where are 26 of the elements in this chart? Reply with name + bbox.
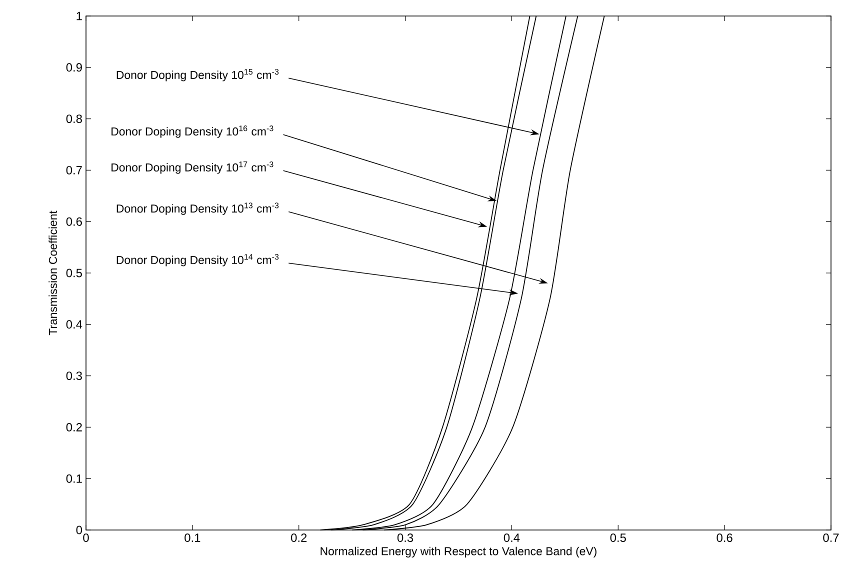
- x-tick-label: 0.5: [610, 534, 626, 542]
- y-axis-title: Transmission Coefficient: [48, 210, 58, 336]
- annotation: Donor Doping Density 10$^{16}$ cm$^{-3}$: [112, 125, 274, 138]
- y-tick-label: 0.1: [66, 474, 82, 483]
- x-axis-title: Normalized Energy with Respect to Valence Band (eV): [320, 546, 596, 558]
- annotation: Donor Doping Density 10$^{15}$ cm$^{-3}$: [116, 68, 279, 82]
- y-tick-label: 0.7: [66, 166, 82, 174]
- y-tick-label: 0.6: [66, 217, 82, 226]
- y-tick-label: 0.8: [66, 114, 82, 124]
- y-tick-label: 0.2: [66, 422, 82, 432]
- y-tick-label: 0.3: [66, 372, 82, 380]
- x-tick-label: 0.4: [504, 534, 520, 542]
- y-tick-label: 0.4: [66, 320, 82, 329]
- annotation: Donor Doping Density 10$^{17}$ cm$^{-3}$: [112, 161, 274, 174]
- y-tick-label: 1: [76, 12, 82, 20]
- x-tick-label: 0.1: [184, 534, 200, 542]
- annotation: Donor Doping Density 10$^{14}$ cm$^{-3}$: [116, 254, 279, 266]
- y-tick-label: 0: [76, 526, 82, 534]
- x-tick-label: 0.3: [397, 534, 414, 542]
- y-tick-label: 0.9: [66, 63, 82, 72]
- annotation: Donor Doping Density 10$^{13}$ cm$^{-3}$: [116, 202, 279, 215]
- x-tick-label: 0: [83, 534, 89, 542]
- y-tick-label: 0.5: [66, 268, 82, 278]
- x-tick-label: 0.6: [716, 534, 732, 542]
- x-tick-label: 0.2: [291, 534, 307, 542]
- x-tick-label: 0.7: [823, 534, 839, 542]
